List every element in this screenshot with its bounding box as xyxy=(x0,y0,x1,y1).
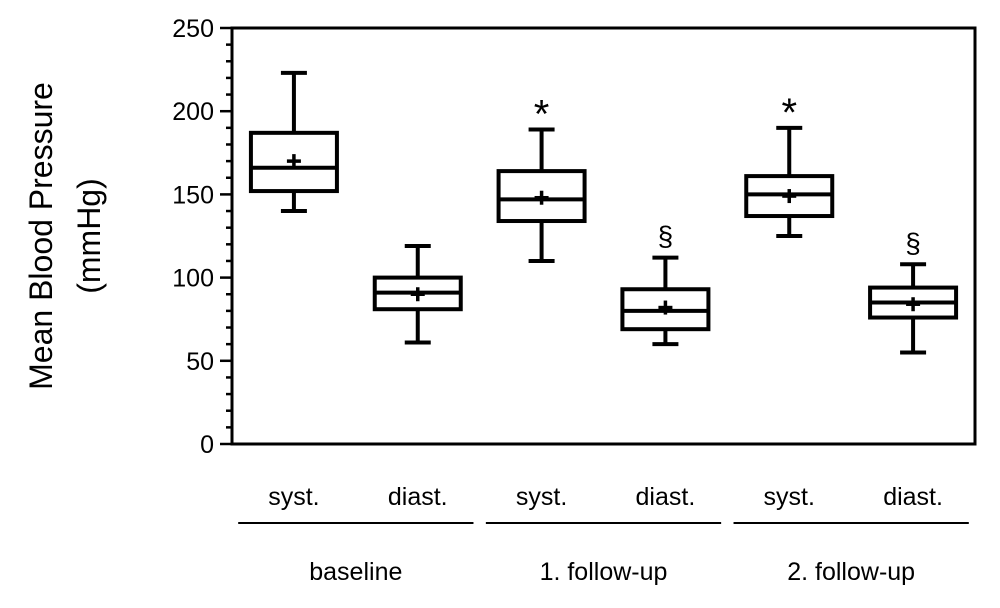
category-label: syst. xyxy=(764,483,815,511)
y-tick-label: 100 xyxy=(172,265,214,293)
y-tick-label: 150 xyxy=(172,181,214,209)
category-labels: syst. diast. syst. diast. syst. diast. xyxy=(268,483,943,511)
box-5: § xyxy=(868,227,959,355)
significance-star: * xyxy=(781,91,797,135)
y-axis-label-line: (mmHg) xyxy=(71,178,107,294)
box-0 xyxy=(248,70,339,214)
plot-border xyxy=(230,26,977,446)
box-1 xyxy=(372,243,463,345)
y-axis-ticks: 0 50 100 150 200 250 xyxy=(172,15,232,459)
category-label: diast. xyxy=(636,483,696,511)
group-labels: baseline 1. follow-up 2. follow-up xyxy=(238,522,969,586)
y-tick-label: 0 xyxy=(200,431,214,459)
plot-frame xyxy=(230,26,977,446)
y-tick-label: 50 xyxy=(186,348,214,376)
group-label: 1. follow-up xyxy=(540,558,668,586)
significance-section-mark: § xyxy=(658,221,674,252)
category-label: diast. xyxy=(388,483,448,511)
y-tick-label: 250 xyxy=(172,15,214,43)
category-label: syst. xyxy=(268,483,319,511)
box-3: § xyxy=(620,221,711,347)
y-axis-label-line: Mean Blood Pressure xyxy=(23,82,59,390)
boxes: * § * § xyxy=(248,70,959,355)
category-label: diast. xyxy=(883,483,943,511)
group-label: baseline xyxy=(309,558,402,586)
box-2: * xyxy=(496,93,587,263)
significance-section-mark: § xyxy=(905,227,921,258)
y-axis-label: Mean Blood Pressure (mmHg) xyxy=(23,82,107,390)
category-label: syst. xyxy=(516,483,567,511)
box-4: * xyxy=(744,91,835,238)
significance-star: * xyxy=(534,93,550,137)
y-tick-label: 200 xyxy=(172,98,214,126)
group-label: 2. follow-up xyxy=(787,558,915,586)
